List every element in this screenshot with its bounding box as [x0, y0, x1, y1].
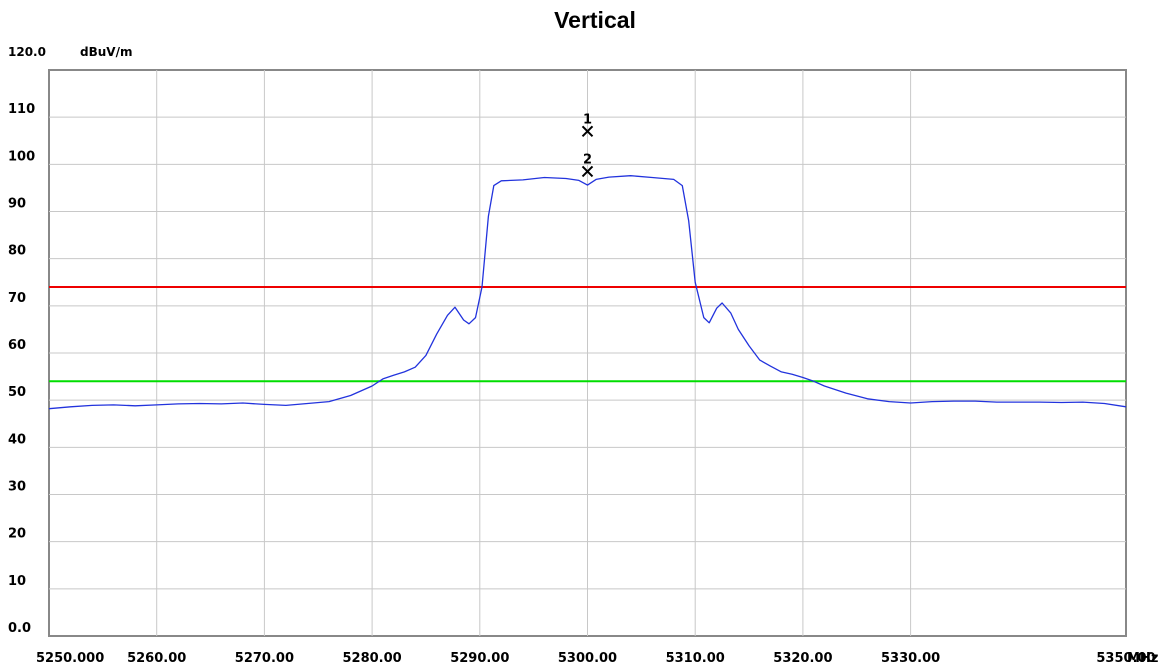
marker-label: 2 [583, 152, 592, 167]
marker-cross [581, 165, 594, 178]
y-axis-unit-label: dBuV/m [80, 45, 132, 59]
x-tick-label: 5250.000 [36, 651, 104, 666]
chart-title: Vertical [554, 7, 636, 33]
y-tick-label: 20 [8, 527, 26, 542]
x-tick-label: 5310.00 [666, 651, 725, 666]
y-tick-label: 50 [8, 385, 26, 400]
y-tick-label: 100 [8, 149, 35, 164]
y-tick-label: 0.0 [8, 621, 31, 636]
x-tick-label: 5300.00 [558, 651, 617, 666]
y-axis-top-value: 120.0 [8, 45, 46, 59]
marker: 1 [581, 112, 594, 138]
marker: 2 [581, 152, 594, 178]
limit-lines [49, 285, 1126, 383]
series-line [48, 175, 1127, 410]
x-tick-label: 5270.00 [235, 651, 294, 666]
y-tick-label: 40 [8, 432, 26, 447]
marker-layer: 12 [581, 112, 594, 178]
y-tick-label: 80 [8, 244, 26, 259]
y-tick-label: 110 [8, 102, 35, 117]
y-tick-label: 70 [8, 291, 26, 306]
marker-label: 1 [583, 112, 592, 127]
x-tick-label: 5290.00 [450, 651, 509, 666]
y-tick-label: 90 [8, 197, 26, 212]
x-axis-unit-label: MHz [1127, 651, 1158, 666]
x-tick-label: 5260.00 [127, 651, 186, 666]
x-tick-label: 5350.00 [1096, 651, 1155, 666]
series-layer [48, 175, 1127, 410]
y-tick-labels: 110 100 90 80 70 60 50 40 30 20 10 0.0 [8, 102, 35, 636]
grid-layer [49, 70, 1126, 636]
marker-cross [581, 125, 594, 138]
x-tick-label: 5280.00 [342, 651, 401, 666]
y-tick-label: 60 [8, 338, 26, 353]
x-tick-labels: 5250.000 5260.00 5270.00 5280.00 5290.00 5300… [36, 651, 1156, 666]
y-tick-label: 30 [8, 480, 26, 495]
x-tick-label: 5320.00 [773, 651, 832, 666]
y-tick-label: 10 [8, 574, 26, 589]
x-tick-label: 5330.00 [881, 651, 940, 666]
